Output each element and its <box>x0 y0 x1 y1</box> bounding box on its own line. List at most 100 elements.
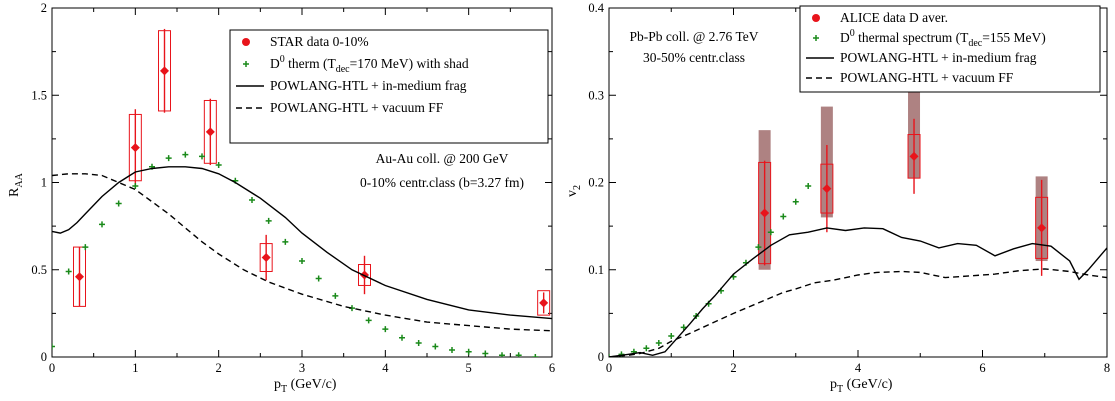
x-tick-label: 0 <box>49 361 55 375</box>
x-tick-label: 1 <box>132 361 138 375</box>
y-axis-label-part: AA <box>14 172 25 187</box>
thermal-point <box>249 196 255 203</box>
thermal-point <box>668 333 675 340</box>
data-point <box>822 184 832 194</box>
thermal-point <box>65 268 72 275</box>
legend-entry-part: dec <box>336 64 350 75</box>
vacuum-ff-curve <box>609 268 1107 357</box>
legend-thermal-marker <box>243 61 249 67</box>
thermal-point <box>767 229 774 236</box>
x-axis-label-part: T <box>837 384 843 395</box>
thermal-point <box>805 182 812 189</box>
data-point <box>760 208 770 218</box>
data-point <box>1037 223 1047 233</box>
thermal-point <box>780 213 787 220</box>
x-tick-label: 4 <box>382 361 389 375</box>
thermal-point <box>365 317 372 324</box>
thermal-point <box>282 238 289 245</box>
thermal-point <box>299 258 305 265</box>
y-axis-label-part: v <box>565 190 580 197</box>
legend-data-marker <box>242 38 250 46</box>
legend-box <box>229 29 549 144</box>
thermal-point <box>415 340 422 347</box>
x-tick-label: 3 <box>299 361 305 375</box>
thermal-point <box>482 350 489 357</box>
thermal-point <box>499 352 505 357</box>
x-tick-label: 6 <box>549 361 555 375</box>
y-axis-label-group: v2 <box>565 185 583 197</box>
y-tick-label: 0.5 <box>31 263 47 277</box>
legend-entry: POWLANG-HTL + vacuum FF <box>840 70 1014 85</box>
legend-entry: D0 therm (Tdec=170 MeV) with shad <box>270 54 469 75</box>
legend-box <box>799 5 1101 93</box>
x-axis-label-part: T <box>281 384 287 395</box>
x-axis-label-part: (GeV/c) <box>843 377 893 392</box>
legend-entry: POWLANG-HTL + in-medium frag <box>270 78 467 93</box>
thermal-point <box>655 340 662 347</box>
data-point <box>205 127 215 137</box>
y-tick-label: 0.2 <box>588 176 604 190</box>
plot-area <box>52 28 552 357</box>
legend-entry-part: dec <box>968 38 982 49</box>
data-point <box>909 151 919 161</box>
in-medium-frag-curve <box>52 166 552 320</box>
x-tick-label: 4 <box>855 361 862 375</box>
data-point <box>75 272 84 282</box>
annotation: 0-10% centr.class (b=3.27 fm) <box>360 175 524 190</box>
y-axis-label-part: R <box>7 187 22 197</box>
thermal-point <box>199 153 205 160</box>
y-tick-label: 0.4 <box>588 1 604 15</box>
thermal-point <box>515 352 522 357</box>
legend-entry: D0 thermal spectrum (Tdec=155 MeV) <box>840 28 1046 49</box>
thermal-point <box>265 217 272 224</box>
x-axis-label-part: p <box>274 377 281 392</box>
legend-entry: STAR data 0-10% <box>270 34 369 49</box>
thermal-point <box>643 345 650 352</box>
thermal-point <box>132 182 139 189</box>
x-tick-label: 2 <box>216 361 222 375</box>
x-tick-label: 6 <box>979 361 985 375</box>
y-tick-label: 0.1 <box>588 263 604 277</box>
x-axis-label: pT (GeV/c) <box>830 377 893 395</box>
legend-entry: POWLANG-HTL + in-medium frag <box>840 50 1037 65</box>
legend-entry-part: thermal spectrum (T <box>855 30 969 45</box>
data-point <box>539 298 549 308</box>
y-tick-label: 0 <box>41 350 47 364</box>
legend-entry-part: D <box>840 30 850 45</box>
legend-entry-part: =155 MeV) <box>982 30 1045 45</box>
thermal-point <box>82 244 89 251</box>
x-tick-label: 2 <box>730 361 736 375</box>
y-tick-label: 0 <box>598 350 604 364</box>
legend-entry: ALICE data D aver. <box>840 10 948 25</box>
thermal-point <box>465 348 472 355</box>
x-tick-label: 0 <box>606 361 612 375</box>
thermal-point <box>315 275 322 282</box>
y-tick-label: 1.5 <box>31 88 47 102</box>
plot-area <box>609 82 1107 357</box>
thermal-point <box>382 326 389 333</box>
thermal-point <box>449 347 455 354</box>
thermal-point <box>680 324 687 331</box>
legend-entry-part: 0 <box>280 54 285 65</box>
systematic-box <box>537 290 551 316</box>
legend-entry-part: therm (T <box>285 56 337 71</box>
data-point <box>160 66 169 76</box>
thermal-point <box>432 343 439 350</box>
y-tick-label: 1 <box>41 176 47 190</box>
y-axis-label: RAA <box>7 172 25 197</box>
y-tick-label: 2 <box>41 1 47 15</box>
legend-entry-part: =170 MeV) with shad <box>350 56 469 71</box>
thermal-point <box>115 200 122 207</box>
annotation: 30-50% centr.class <box>643 50 745 65</box>
y-axis-label-part: 2 <box>572 185 583 190</box>
legend-entry-part: D <box>270 56 280 71</box>
annotation: Pb-Pb coll. @ 2.76 TeV <box>630 29 759 44</box>
x-tick-label: 5 <box>466 361 472 375</box>
in-medium-frag-curve <box>609 227 1107 357</box>
legend-entry-part: 0 <box>850 28 855 39</box>
legend-data-marker <box>812 14 820 22</box>
thermal-point <box>182 151 189 158</box>
thermal-point <box>399 334 405 341</box>
thermal-point <box>52 343 55 350</box>
